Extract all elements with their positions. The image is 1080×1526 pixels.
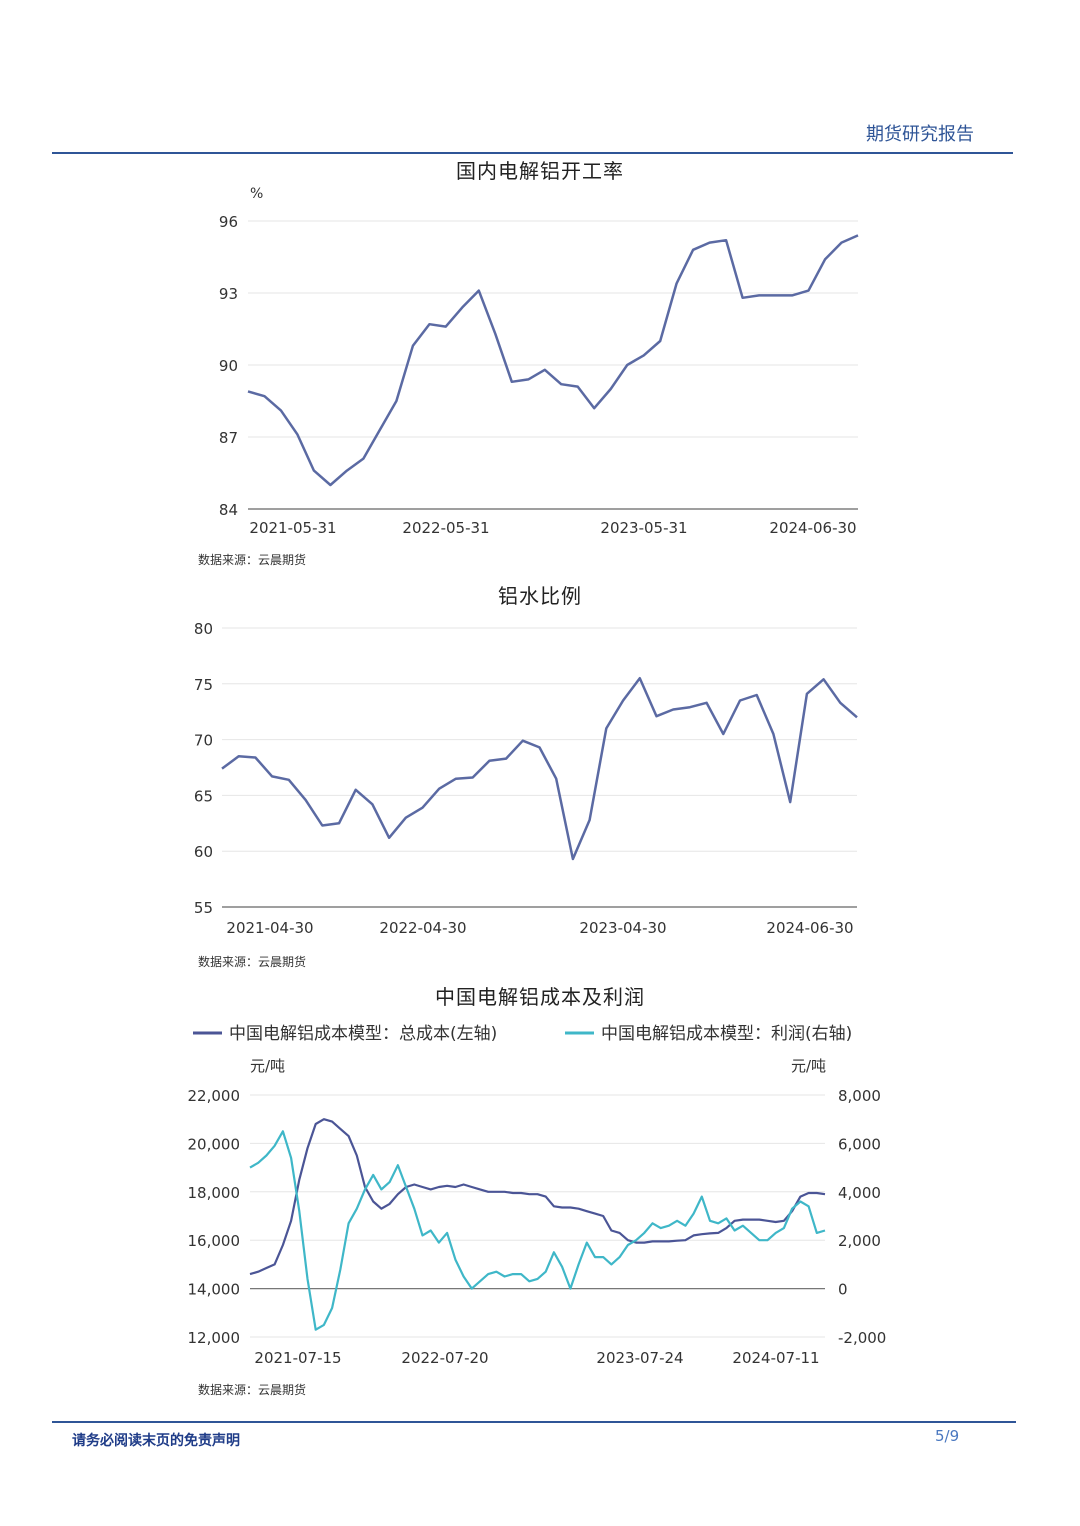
y-tick-label: 84	[219, 501, 238, 519]
report-label: 期货研究报告	[866, 124, 974, 145]
x-tick-label: 2024-06-30	[769, 519, 856, 537]
y-tick-label: 55	[194, 899, 213, 917]
chart3-title: 中国电解铝成本及利润	[435, 985, 645, 1009]
x-tick-label: 2021-04-30	[226, 919, 313, 937]
y-tick-label: 87	[219, 429, 238, 447]
x-tick-label: 2022-07-20	[401, 1349, 488, 1367]
y-tick-label: 90	[219, 357, 238, 375]
series-line-2	[221, 676, 858, 861]
y-left-tick-label: 22,000	[188, 1087, 241, 1105]
y-right-unit: 元/吨	[791, 1057, 826, 1075]
series-line-total-cost	[249, 1118, 826, 1276]
y-tick-label: 93	[219, 285, 238, 303]
y-tick-label: 60	[194, 843, 213, 861]
y-tick-label: 75	[194, 676, 213, 694]
y-tick-label: 96	[219, 213, 238, 231]
x-tick-label: 2024-06-30	[766, 919, 853, 937]
series-line-1	[247, 234, 859, 487]
y-right-tick-label: -2,000	[838, 1329, 886, 1347]
chart2-plot: 80 75 70 65 60 55 2021-04-30 2022-04-30 2023-04-…	[194, 620, 858, 937]
chart1-source: 数据来源：云晨期货	[198, 553, 307, 567]
chart2-title: 铝水比例	[498, 584, 582, 608]
y-tick-label: 70	[194, 732, 213, 750]
chart1-title: 国内电解铝开工率	[456, 159, 624, 183]
header-divider	[52, 152, 1013, 154]
y-right-tick-label: 8,000	[838, 1087, 881, 1105]
y-right-tick-label: 6,000	[838, 1135, 881, 1153]
x-tick-label: 2024-07-11	[732, 1349, 819, 1367]
chart3-plot: 22,000 8,000 20,000 6,000 18,000 4,000 16,000 2…	[188, 1024, 887, 1367]
legend-label-profit: 中国电解铝成本模型：利润(右轴)	[601, 1024, 852, 1044]
y-left-tick-label: 16,000	[188, 1232, 241, 1250]
series-line-profit	[249, 1130, 826, 1331]
footer-disclaimer: 请务必阅读末页的免责声明	[72, 1433, 240, 1449]
y-axis-unit: %	[250, 186, 263, 202]
footer-divider	[52, 1421, 1016, 1423]
y-left-tick-label: 20,000	[188, 1135, 241, 1153]
y-right-tick-label: 2,000	[838, 1232, 881, 1250]
x-tick-label: 2022-04-30	[379, 919, 466, 937]
chart2-source: 数据来源：云晨期货	[198, 955, 307, 969]
y-left-tick-label: 14,000	[188, 1281, 241, 1299]
x-tick-label: 2023-07-24	[596, 1349, 683, 1367]
x-tick-label: 2023-05-31	[600, 519, 687, 537]
y-left-tick-label: 18,000	[188, 1184, 241, 1202]
y-tick-label: 80	[194, 620, 213, 638]
chart1-plot: 96 93 90 87 84 2021-05-31 2022-05-31 2023-05-31…	[219, 186, 859, 537]
y-right-tick-label: 0	[838, 1281, 848, 1299]
chart3-source: 数据来源：云晨期货	[198, 1383, 307, 1397]
legend-label-cost: 中国电解铝成本模型：总成本(左轴)	[229, 1024, 497, 1044]
x-tick-label: 2022-05-31	[402, 519, 489, 537]
y-left-unit: 元/吨	[250, 1057, 285, 1075]
x-tick-label: 2021-07-15	[254, 1349, 341, 1367]
page-number: 5/9	[935, 1427, 960, 1445]
x-tick-label: 2023-04-30	[579, 919, 666, 937]
y-right-tick-label: 4,000	[838, 1184, 881, 1202]
y-tick-label: 65	[194, 787, 213, 805]
y-left-tick-label: 12,000	[188, 1329, 241, 1347]
x-tick-label: 2021-05-31	[249, 519, 336, 537]
